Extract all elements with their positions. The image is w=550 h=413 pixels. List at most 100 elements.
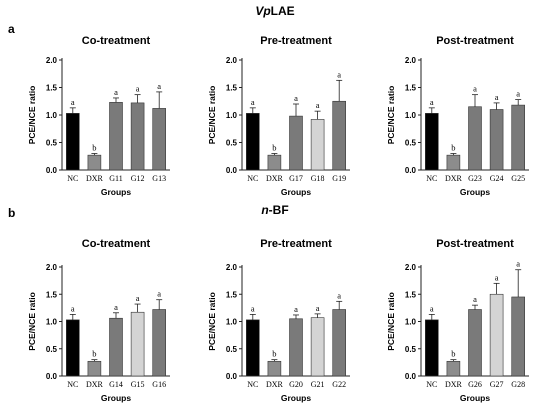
row-title-vplae: VpLAE xyxy=(255,4,294,18)
x-tick-label-g19: G19 xyxy=(332,174,346,183)
y-tick-label: 2.0 xyxy=(226,56,238,65)
x-tick-label-nc: NC xyxy=(426,174,437,183)
chart-4: Co-treatment 0.0 0.5 1.0 1.5 2.0 PCE/NCE ratio… xyxy=(27,238,170,403)
y-axis-label: PCE/NCE ratio xyxy=(386,86,396,145)
sig-letter-g23: a xyxy=(473,84,477,94)
sig-letter-g19: a xyxy=(337,69,341,79)
y-tick-label: 1.5 xyxy=(405,290,417,299)
x-tick-label-g21: G21 xyxy=(311,380,325,389)
row-title-nbf-suffix: -BF xyxy=(269,203,289,217)
x-tick-label-g17: G17 xyxy=(289,174,303,183)
sig-letter-g28: a xyxy=(516,259,520,269)
bar-dxr xyxy=(267,154,282,171)
chart-title: Pre-treatment xyxy=(260,35,332,47)
y-tick-label: 0.5 xyxy=(46,139,58,148)
x-tick-label-g24: G24 xyxy=(490,174,504,183)
bar-dxr xyxy=(267,360,282,377)
y-tick-label: 0.5 xyxy=(405,139,417,148)
y-tick-label: 0.5 xyxy=(46,345,58,354)
chart-title: Pre-treatment xyxy=(260,238,332,250)
y-axis-label: PCE/NCE ratio xyxy=(207,292,217,351)
x-tick-label-g18: G18 xyxy=(311,174,325,183)
y-tick-label: 1.5 xyxy=(226,84,238,93)
chart-1: Co-treatment 0.0 0.5 1.0 1.5 2.0 PCE/NCE ratio… xyxy=(27,35,170,197)
y-tick-label: 1.0 xyxy=(226,318,238,327)
bar-nc xyxy=(246,113,260,171)
sig-letter-dxr: b xyxy=(272,349,276,359)
bar-g15 xyxy=(130,311,145,377)
x-tick-label-g22: G22 xyxy=(332,380,346,389)
y-tick-label: 2.0 xyxy=(405,263,417,272)
chart-2: Pre-treatment 0.0 0.5 1.0 1.5 2.0 PCE/NCE rati… xyxy=(207,35,350,197)
bar-dxr xyxy=(446,360,461,377)
x-axis-label: Groups xyxy=(460,187,490,197)
x-tick-label-g25: G25 xyxy=(511,174,525,183)
sig-letter-nc: a xyxy=(251,97,255,107)
sig-letter-g16: a xyxy=(157,289,161,299)
x-tick-label-dxr: DXR xyxy=(445,380,463,389)
row-title-nbf: n-BF xyxy=(261,203,288,217)
x-axis-label: Groups xyxy=(101,393,131,403)
x-axis-label: Groups xyxy=(101,187,131,197)
y-tick-label: 1.0 xyxy=(405,111,417,120)
sig-letter-nc: a xyxy=(430,97,434,107)
y-tick-label: 0.0 xyxy=(46,372,58,381)
sig-letter-g18: a xyxy=(316,100,320,110)
sig-letter-dxr: b xyxy=(92,143,96,153)
x-tick-label-g20: G20 xyxy=(289,380,303,389)
x-tick-label-g28: G28 xyxy=(511,380,525,389)
y-axis-label: PCE/NCE ratio xyxy=(386,292,396,351)
y-tick-label: 0.5 xyxy=(226,139,238,148)
chart-5: Pre-treatment 0.0 0.5 1.0 1.5 2.0 PCE/NCE rati… xyxy=(207,238,350,403)
y-tick-label: 0.0 xyxy=(405,166,417,175)
y-tick-label: 1.5 xyxy=(226,290,238,299)
row-title-vplae-prefix: Vp xyxy=(255,4,270,18)
bar-g16 xyxy=(152,309,166,377)
x-axis-label: Groups xyxy=(460,393,490,403)
x-tick-label-g16: G16 xyxy=(152,380,166,389)
x-tick-label-nc: NC xyxy=(426,380,437,389)
sig-letter-g26: a xyxy=(473,294,477,304)
y-axis-label: PCE/NCE ratio xyxy=(27,86,37,145)
x-tick-label-g23: G23 xyxy=(468,174,482,183)
sig-letter-g17: a xyxy=(294,93,298,103)
bar-g18 xyxy=(310,119,325,171)
bar-g12 xyxy=(130,102,145,171)
bar-g17 xyxy=(289,115,303,171)
y-axis-label: PCE/NCE ratio xyxy=(27,292,37,351)
chart-title: Post-treatment xyxy=(436,35,514,47)
y-tick-label: 0.0 xyxy=(46,166,58,175)
x-tick-label-dxr: DXR xyxy=(266,174,284,183)
row-title-vplae-suffix: LAE xyxy=(271,4,295,18)
x-tick-label-nc: NC xyxy=(67,174,78,183)
bar-g21 xyxy=(310,317,325,377)
x-tick-label-nc: NC xyxy=(247,380,258,389)
chart-6: Post-treatment 0.0 0.5 1.0 1.5 2.0 PCE/NCE rat… xyxy=(386,238,529,403)
bar-g26 xyxy=(468,309,482,377)
bar-nc xyxy=(425,319,439,377)
x-tick-label-g26: G26 xyxy=(468,380,482,389)
chart-3: Post-treatment 0.0 0.5 1.0 1.5 2.0 PCE/NCE rat… xyxy=(386,35,529,197)
panel-letter-b: b xyxy=(8,206,15,220)
row-title-nbf-prefix: n xyxy=(261,203,268,217)
sig-letter-dxr: b xyxy=(451,143,455,153)
bar-nc xyxy=(66,113,80,171)
y-tick-label: 0.5 xyxy=(226,345,238,354)
sig-letter-g27: a xyxy=(495,272,499,282)
y-tick-label: 0.0 xyxy=(226,372,238,381)
x-tick-label-g14: G14 xyxy=(109,380,123,389)
chart-grid: Co-treatment 0.0 0.5 1.0 1.5 2.0 PCE/NCE ratio… xyxy=(27,35,529,403)
y-tick-label: 1.5 xyxy=(46,290,58,299)
sig-letter-nc: a xyxy=(71,303,75,313)
panel-letter-a: a xyxy=(8,22,15,36)
x-tick-label-dxr: DXR xyxy=(86,174,104,183)
bar-g11 xyxy=(109,102,123,171)
bar-g19 xyxy=(332,100,346,171)
y-tick-label: 2.0 xyxy=(405,56,417,65)
x-tick-label-g27: G27 xyxy=(490,380,504,389)
y-tick-label: 1.5 xyxy=(46,84,58,93)
bar-g22 xyxy=(332,309,346,377)
x-axis-label: Groups xyxy=(281,187,311,197)
sig-letter-g22: a xyxy=(337,290,341,300)
